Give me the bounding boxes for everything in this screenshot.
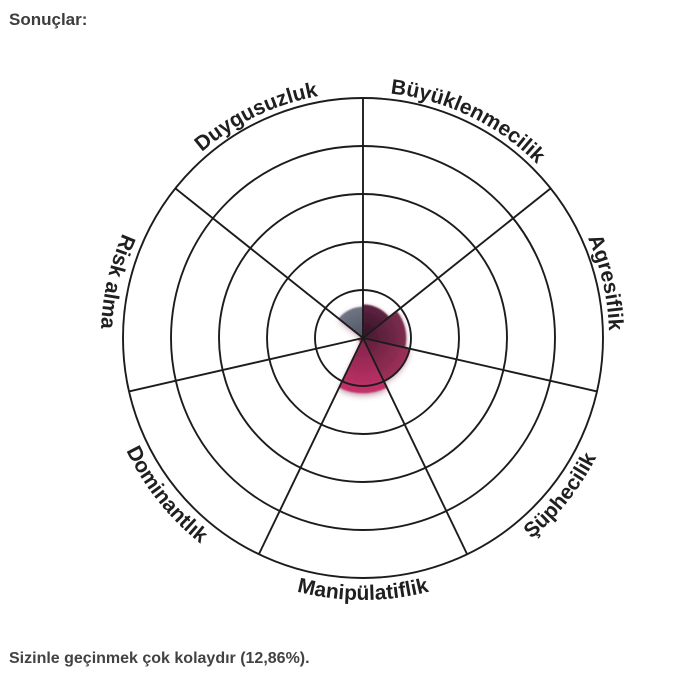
result-caption: Sizinle geçinmek çok kolaydır (12,86%). bbox=[9, 650, 310, 667]
page-title: Sonuçlar: bbox=[9, 10, 88, 29]
petal-group bbox=[338, 304, 410, 394]
axis-label-text-duygusuzluk: Duygusuzluk bbox=[190, 78, 319, 156]
axis-label-text-agresiflik: Agresiflik bbox=[583, 231, 627, 331]
axis-label-text-dominantlik: Dominantlık bbox=[122, 442, 213, 547]
grid-spoke-duygusuzluk bbox=[174, 187, 364, 339]
axis-label-text-suphecilik: Şüphecilik bbox=[519, 448, 601, 542]
axis-label-dominantlik: Dominantlık bbox=[122, 442, 213, 547]
petal-buyuklenmecilik bbox=[363, 304, 390, 338]
axis-label-suphecilik: Şüphecilik bbox=[519, 448, 601, 542]
grid-group bbox=[122, 97, 604, 579]
grid-spoke-dominantlik bbox=[258, 337, 364, 555]
grid-spoke-risk-alma bbox=[128, 337, 364, 393]
axis-label-buyuklenmecilik: Büyüklenmecilik bbox=[390, 76, 550, 168]
grid-spoke-agresiflik bbox=[362, 187, 552, 339]
axis-label-risk-alma: Risk alma bbox=[96, 231, 139, 330]
axis-label-text-risk-alma: Risk alma bbox=[96, 231, 139, 330]
petal-duygusuzluk bbox=[338, 306, 363, 338]
petal-agresiflik bbox=[363, 311, 407, 348]
grid-spoke-suphecilik bbox=[362, 337, 598, 393]
grid-spoke-manipulatiflik bbox=[362, 337, 468, 555]
axis-label-agresiflik: Agresiflik bbox=[583, 231, 627, 331]
petal-manipulatiflik bbox=[339, 338, 387, 394]
axis-label-duygusuzluk: Duygusuzluk bbox=[190, 78, 319, 156]
axis-label-text-buyuklenmecilik: Büyüklenmecilik bbox=[390, 76, 550, 168]
